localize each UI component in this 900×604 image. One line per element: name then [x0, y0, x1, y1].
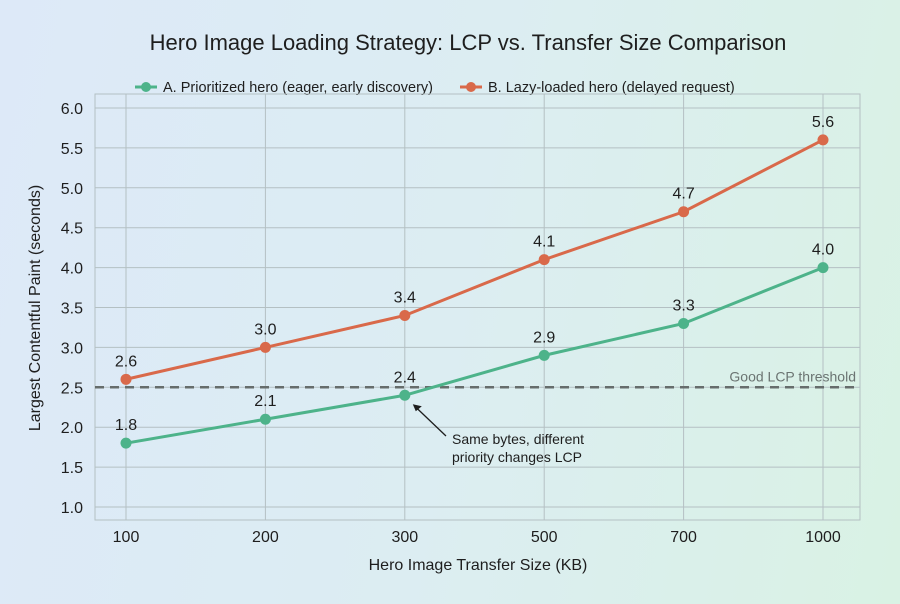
legend-label: A. Prioritized hero (eager, early discov… [163, 80, 433, 96]
data-label: 2.4 [394, 369, 416, 386]
legend-marker [141, 82, 151, 92]
data-label: 2.9 [533, 329, 555, 346]
legend-item-b: B. Lazy-loaded hero (delayed request) [460, 80, 735, 96]
y-tick-label: 3.0 [61, 340, 83, 357]
data-point [678, 206, 690, 218]
x-axis-label: Hero Image Transfer Size (KB) [369, 557, 588, 574]
y-tick-label: 6.0 [61, 101, 83, 118]
data-point [120, 437, 132, 449]
legend: A. Prioritized hero (eager, early discov… [135, 80, 735, 96]
x-tick-label: 1000 [805, 529, 841, 546]
threshold: Good LCP threshold [95, 368, 860, 389]
legend-item-a: A. Prioritized hero (eager, early discov… [135, 80, 433, 96]
y-tick-label: 1.5 [61, 460, 83, 477]
data-point [120, 373, 132, 385]
data-label: 3.4 [394, 289, 416, 306]
data-point [538, 254, 550, 266]
y-tick-label: 5.5 [61, 141, 83, 158]
data-label: 3.3 [672, 297, 694, 314]
data-label: 4.7 [672, 186, 694, 203]
data-label: 5.6 [812, 114, 834, 131]
data-label: 4.0 [812, 242, 834, 259]
data-point [538, 349, 550, 361]
annotation-text: Same bytes, different [452, 431, 584, 447]
y-tick-label: 2.0 [61, 420, 83, 437]
x-tick-label: 700 [670, 529, 697, 546]
legend-marker [466, 82, 476, 92]
data-point [259, 341, 271, 353]
annotation-text: priority changes LCP [452, 449, 582, 465]
legend-label: B. Lazy-loaded hero (delayed request) [488, 80, 735, 96]
x-tick-label: 200 [252, 529, 279, 546]
data-label: 1.8 [115, 417, 137, 434]
data-label: 2.1 [254, 393, 276, 410]
series-a: 1.8 2.1 2.4 2.9 3.3 4.0 [115, 242, 834, 449]
data-point [817, 134, 829, 146]
y-tick-label: 1.0 [61, 500, 83, 517]
data-label: 3.0 [254, 321, 276, 338]
y-tick-label: 2.5 [61, 380, 83, 397]
series-line [125, 138, 824, 381]
y-tick-label: 3.5 [61, 301, 83, 318]
series: 1.8 2.1 2.4 2.9 3.3 4.0 2.6 3.0 3.4 4.1 4.7 5.6 [115, 114, 834, 449]
y-tick-label: 4.0 [61, 261, 83, 278]
y-axis-label: Largest Contentful Paint (seconds) [27, 185, 44, 431]
series-b: 2.6 3.0 3.4 4.1 4.7 5.6 [115, 114, 834, 385]
data-point [678, 317, 690, 329]
data-point [817, 262, 829, 274]
data-point [259, 413, 271, 425]
y-axis-ticks: 1.0 1.5 2.0 2.5 3.0 3.5 4.0 4.5 5.0 5.5 6.0 [61, 101, 83, 517]
data-point [399, 389, 411, 401]
x-tick-label: 300 [391, 529, 418, 546]
annotation: Same bytes, different priority changes LC… [412, 404, 584, 465]
data-label: 4.1 [533, 234, 555, 251]
x-tick-label: 500 [531, 529, 558, 546]
y-tick-label: 4.5 [61, 221, 83, 238]
x-axis-ticks: 100 200 300 500 700 1000 [113, 529, 841, 546]
x-tick-label: 100 [113, 529, 140, 546]
chart-title: Hero Image Loading Strategy: LCP vs. Tra… [150, 30, 787, 55]
data-point [399, 309, 411, 321]
threshold-label: Good LCP threshold [729, 368, 856, 384]
data-label: 2.6 [115, 353, 137, 370]
annotation-arrow [414, 405, 447, 437]
annotation-arrowhead [412, 404, 422, 412]
series-line [125, 266, 824, 445]
y-tick-label: 5.0 [61, 181, 83, 198]
